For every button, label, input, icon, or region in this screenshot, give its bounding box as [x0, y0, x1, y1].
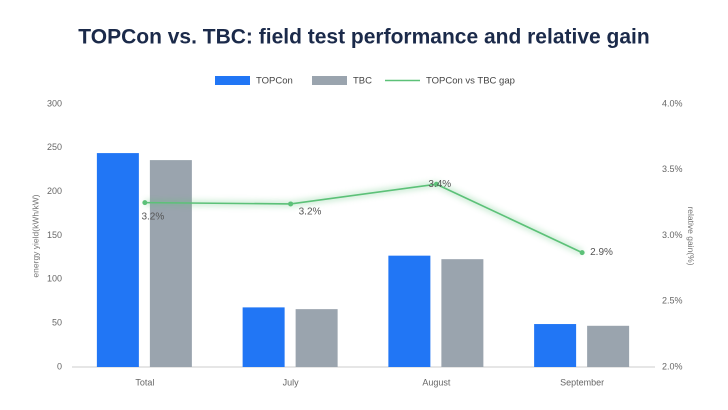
legend-label: TOPCon vs TBC gap — [426, 76, 515, 87]
legend-label: TBC — [353, 76, 372, 87]
value-label: 2.9% — [590, 247, 613, 258]
line-point — [433, 181, 439, 187]
bar — [149, 160, 192, 367]
bar — [534, 324, 577, 367]
y2-tick-label: 3.0% — [662, 230, 683, 240]
y-tick-label: 300 — [47, 98, 62, 108]
y-axis-title: energy yield(kWh/kW) — [30, 194, 40, 277]
y2-tick-label: 2.5% — [662, 296, 683, 306]
x-tick-label: July — [283, 377, 300, 387]
bar — [441, 259, 484, 367]
bar — [388, 255, 431, 367]
value-label: 3.2% — [141, 211, 164, 222]
line-point — [142, 200, 148, 206]
x-tick-label: September — [560, 377, 604, 387]
y2-tick-label: 3.5% — [662, 164, 683, 174]
x-tick-label: Total — [135, 377, 154, 387]
line-point — [579, 250, 585, 256]
bar — [587, 325, 630, 367]
legend-label: TOPCon — [256, 76, 293, 87]
line — [144, 183, 583, 254]
bar — [96, 153, 139, 367]
y-tick-label: 100 — [47, 274, 62, 284]
y2-tick-label: 4.0% — [662, 98, 683, 108]
legend-swatch — [215, 76, 250, 85]
line-point — [288, 201, 294, 207]
y2-tick-label: 2.0% — [662, 361, 683, 371]
y-tick-label: 0 — [57, 361, 62, 371]
y-tick-label: 200 — [47, 186, 62, 196]
bar — [295, 309, 338, 367]
chart-title: TOPCon vs. TBC: field test performance a… — [78, 26, 649, 49]
value-label: 3.4% — [428, 179, 451, 190]
y2-axis-title: relative gain(%) — [686, 206, 696, 265]
x-tick-label: August — [422, 377, 451, 387]
legend-swatch — [312, 76, 347, 85]
bar — [242, 307, 285, 367]
value-label: 3.2% — [299, 207, 322, 218]
y-tick-label: 250 — [47, 142, 62, 152]
y-tick-label: 50 — [52, 318, 62, 328]
y-tick-label: 150 — [47, 230, 62, 240]
